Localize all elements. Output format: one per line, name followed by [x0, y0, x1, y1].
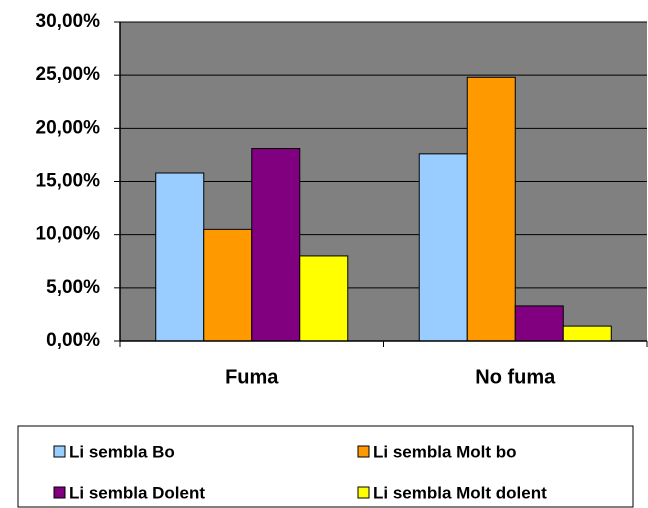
y-tick-label: 0,00% [46, 330, 100, 351]
y-tick-label: 25,00% [36, 64, 101, 85]
y-tick-label: 20,00% [36, 117, 101, 138]
bar [251, 148, 301, 342]
legend-swatch [357, 445, 370, 458]
legend-box [17, 425, 634, 508]
y-tick-label: 30,00% [36, 11, 101, 32]
y-tick-label: 15,00% [36, 171, 101, 192]
legend-label: Li sembla Molt bo [373, 442, 517, 461]
bar [514, 305, 564, 342]
bar [562, 325, 612, 342]
bar [466, 76, 516, 342]
legend-label: Li sembla Molt dolent [373, 483, 547, 502]
bar [203, 228, 253, 342]
legend-label: Li sembla Bo [69, 442, 175, 461]
x-tick-label: No fuma [475, 366, 556, 388]
x-tick-label: Fuma [225, 366, 279, 388]
legend-swatch [53, 486, 66, 499]
bar [299, 255, 349, 342]
legend-swatch [53, 445, 66, 458]
y-tick-label: 5,00% [46, 277, 100, 298]
y-tick-label: 10,00% [36, 224, 101, 245]
legend-label: Li sembla Dolent [69, 483, 205, 502]
bar [155, 172, 205, 342]
bar [418, 153, 468, 342]
legend-swatch [357, 486, 370, 499]
